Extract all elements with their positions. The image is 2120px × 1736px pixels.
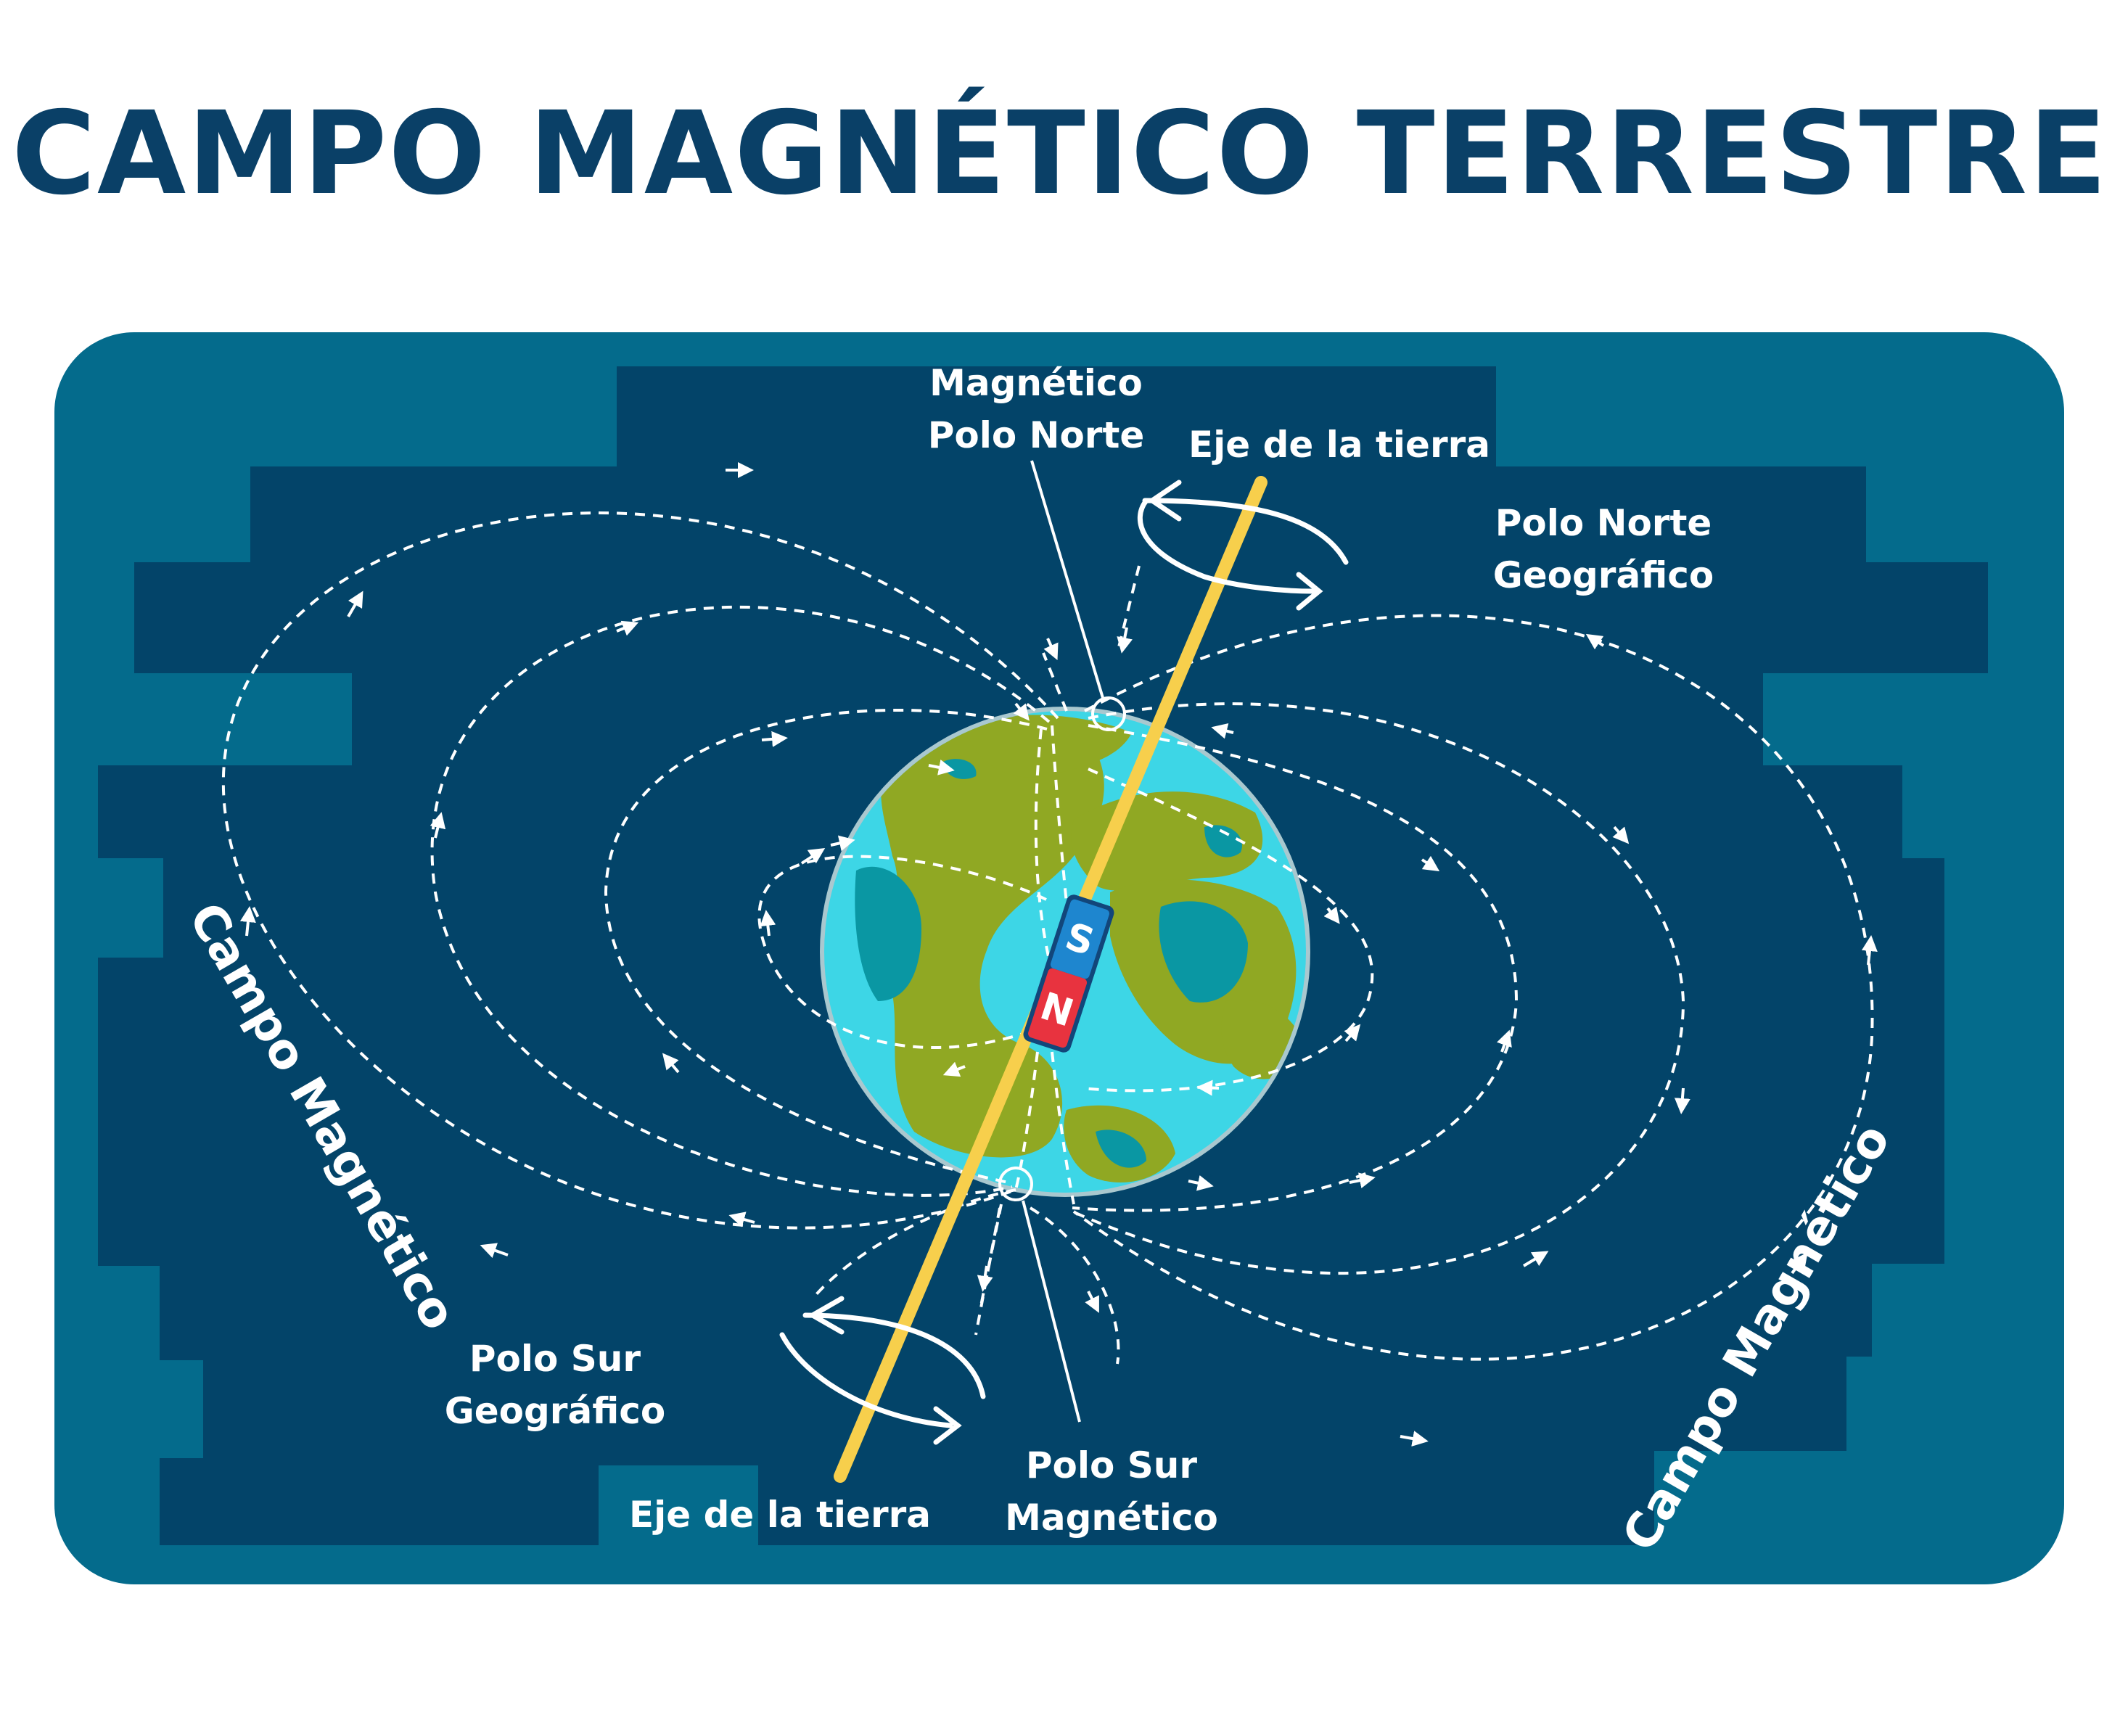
field-arrow: [1496, 1029, 1512, 1053]
field-arrow: [760, 910, 776, 937]
field-line-right-4: [1080, 768, 1374, 1093]
magnetic-south-marker: [998, 1167, 1033, 1201]
field-arrow: [761, 731, 788, 747]
field-arrow: [1013, 702, 1030, 721]
rotation-arrow-top: [1137, 480, 1349, 611]
field-arrow: [480, 1243, 509, 1259]
magnetic-north-label-line1: Magnético: [929, 362, 1143, 404]
field-line-right-2: [1072, 702, 1685, 1275]
field-line-bottom-2: [974, 1207, 1001, 1336]
magnetic-north-label-line2: Polo Norte: [928, 414, 1145, 456]
field-arrow: [239, 906, 256, 937]
field-arrow: [977, 1265, 993, 1292]
field-arrow: [430, 812, 446, 839]
field-arrow: [347, 591, 363, 617]
rotation-arrow-bottom: [779, 1296, 986, 1445]
field-arrow: [1344, 1024, 1361, 1042]
magnetic-south-pointer: [1022, 1200, 1081, 1423]
field-line-left-2: [430, 605, 1051, 1197]
field-line-inner-2: [1034, 728, 1053, 973]
field-arrow: [1117, 627, 1133, 654]
field-line-right-1: [1072, 614, 1874, 1361]
magnetic-north-pointer: [1030, 460, 1104, 699]
field-line-left-3: [604, 708, 1048, 1184]
geographic-south-label-line2: Geográfico: [445, 1390, 666, 1432]
field-line-left-1: [221, 511, 1059, 1230]
field-line-right-3: [1072, 724, 1519, 1212]
field-line-inner-3: [1014, 1051, 1039, 1190]
lake-northeast: [1204, 825, 1242, 857]
field-arrow: [1421, 855, 1440, 872]
field-arrow: [1349, 1172, 1376, 1188]
field-line-inner-4: [1051, 1051, 1075, 1205]
field-arrow: [662, 1053, 680, 1074]
earth-axis-top-label: Eje de la tierra: [1188, 424, 1490, 466]
field-arrow: [1400, 1431, 1429, 1447]
field-arrow: [942, 1061, 966, 1077]
magnet-s-pole: [1050, 899, 1109, 979]
field-arrow: [1674, 1087, 1690, 1114]
geographic-north-label-line2: Geográfico: [1493, 554, 1714, 596]
page-title: CAMPO MAGNÉTICO TERRESTRE: [12, 87, 2108, 221]
field-arrow: [1791, 1252, 1808, 1275]
geographic-south-label-line1: Polo Sur: [469, 1338, 641, 1380]
continent-north: [965, 715, 1132, 778]
field-arrow: [1861, 935, 1878, 966]
geographic-north-label-line1: Polo Norte: [1495, 502, 1712, 544]
field-arrow: [1585, 633, 1605, 650]
field-line-left-5: [811, 1188, 1016, 1300]
magnetic-north-marker: [1091, 696, 1126, 731]
field-arrow: [830, 835, 855, 852]
field-arrow: [1196, 1079, 1220, 1096]
bar-magnet: S N: [1023, 894, 1114, 1053]
field-line-left-4: [757, 855, 1047, 1050]
magnetic-field-lines: [221, 462, 1878, 1447]
field-arrow: [1085, 1291, 1099, 1313]
field-arrow: [1188, 1175, 1214, 1191]
field-arrow: [1323, 906, 1340, 924]
magnetic-south-label-line1: Polo Sur: [1026, 1444, 1197, 1486]
field-arrow: [1211, 723, 1234, 739]
field-arrow: [800, 847, 826, 865]
field-arrow: [616, 620, 639, 636]
magnet-n-pole: [1028, 968, 1088, 1048]
field-arrow: [1612, 826, 1630, 844]
lake-south: [1096, 1130, 1146, 1168]
field-arrow: [928, 760, 955, 776]
earth-axis-bottom-label: Eje de la tierra: [629, 1494, 931, 1536]
lake-east: [1159, 901, 1248, 1003]
field-arrow: [1522, 1251, 1549, 1267]
field-line-right-5: [1029, 1206, 1120, 1365]
magnetic-south-label-line2: Magnético: [1005, 1497, 1218, 1539]
lake-west: [855, 866, 921, 1001]
field-arrow: [1043, 638, 1059, 661]
field-arrow: [728, 1212, 755, 1227]
